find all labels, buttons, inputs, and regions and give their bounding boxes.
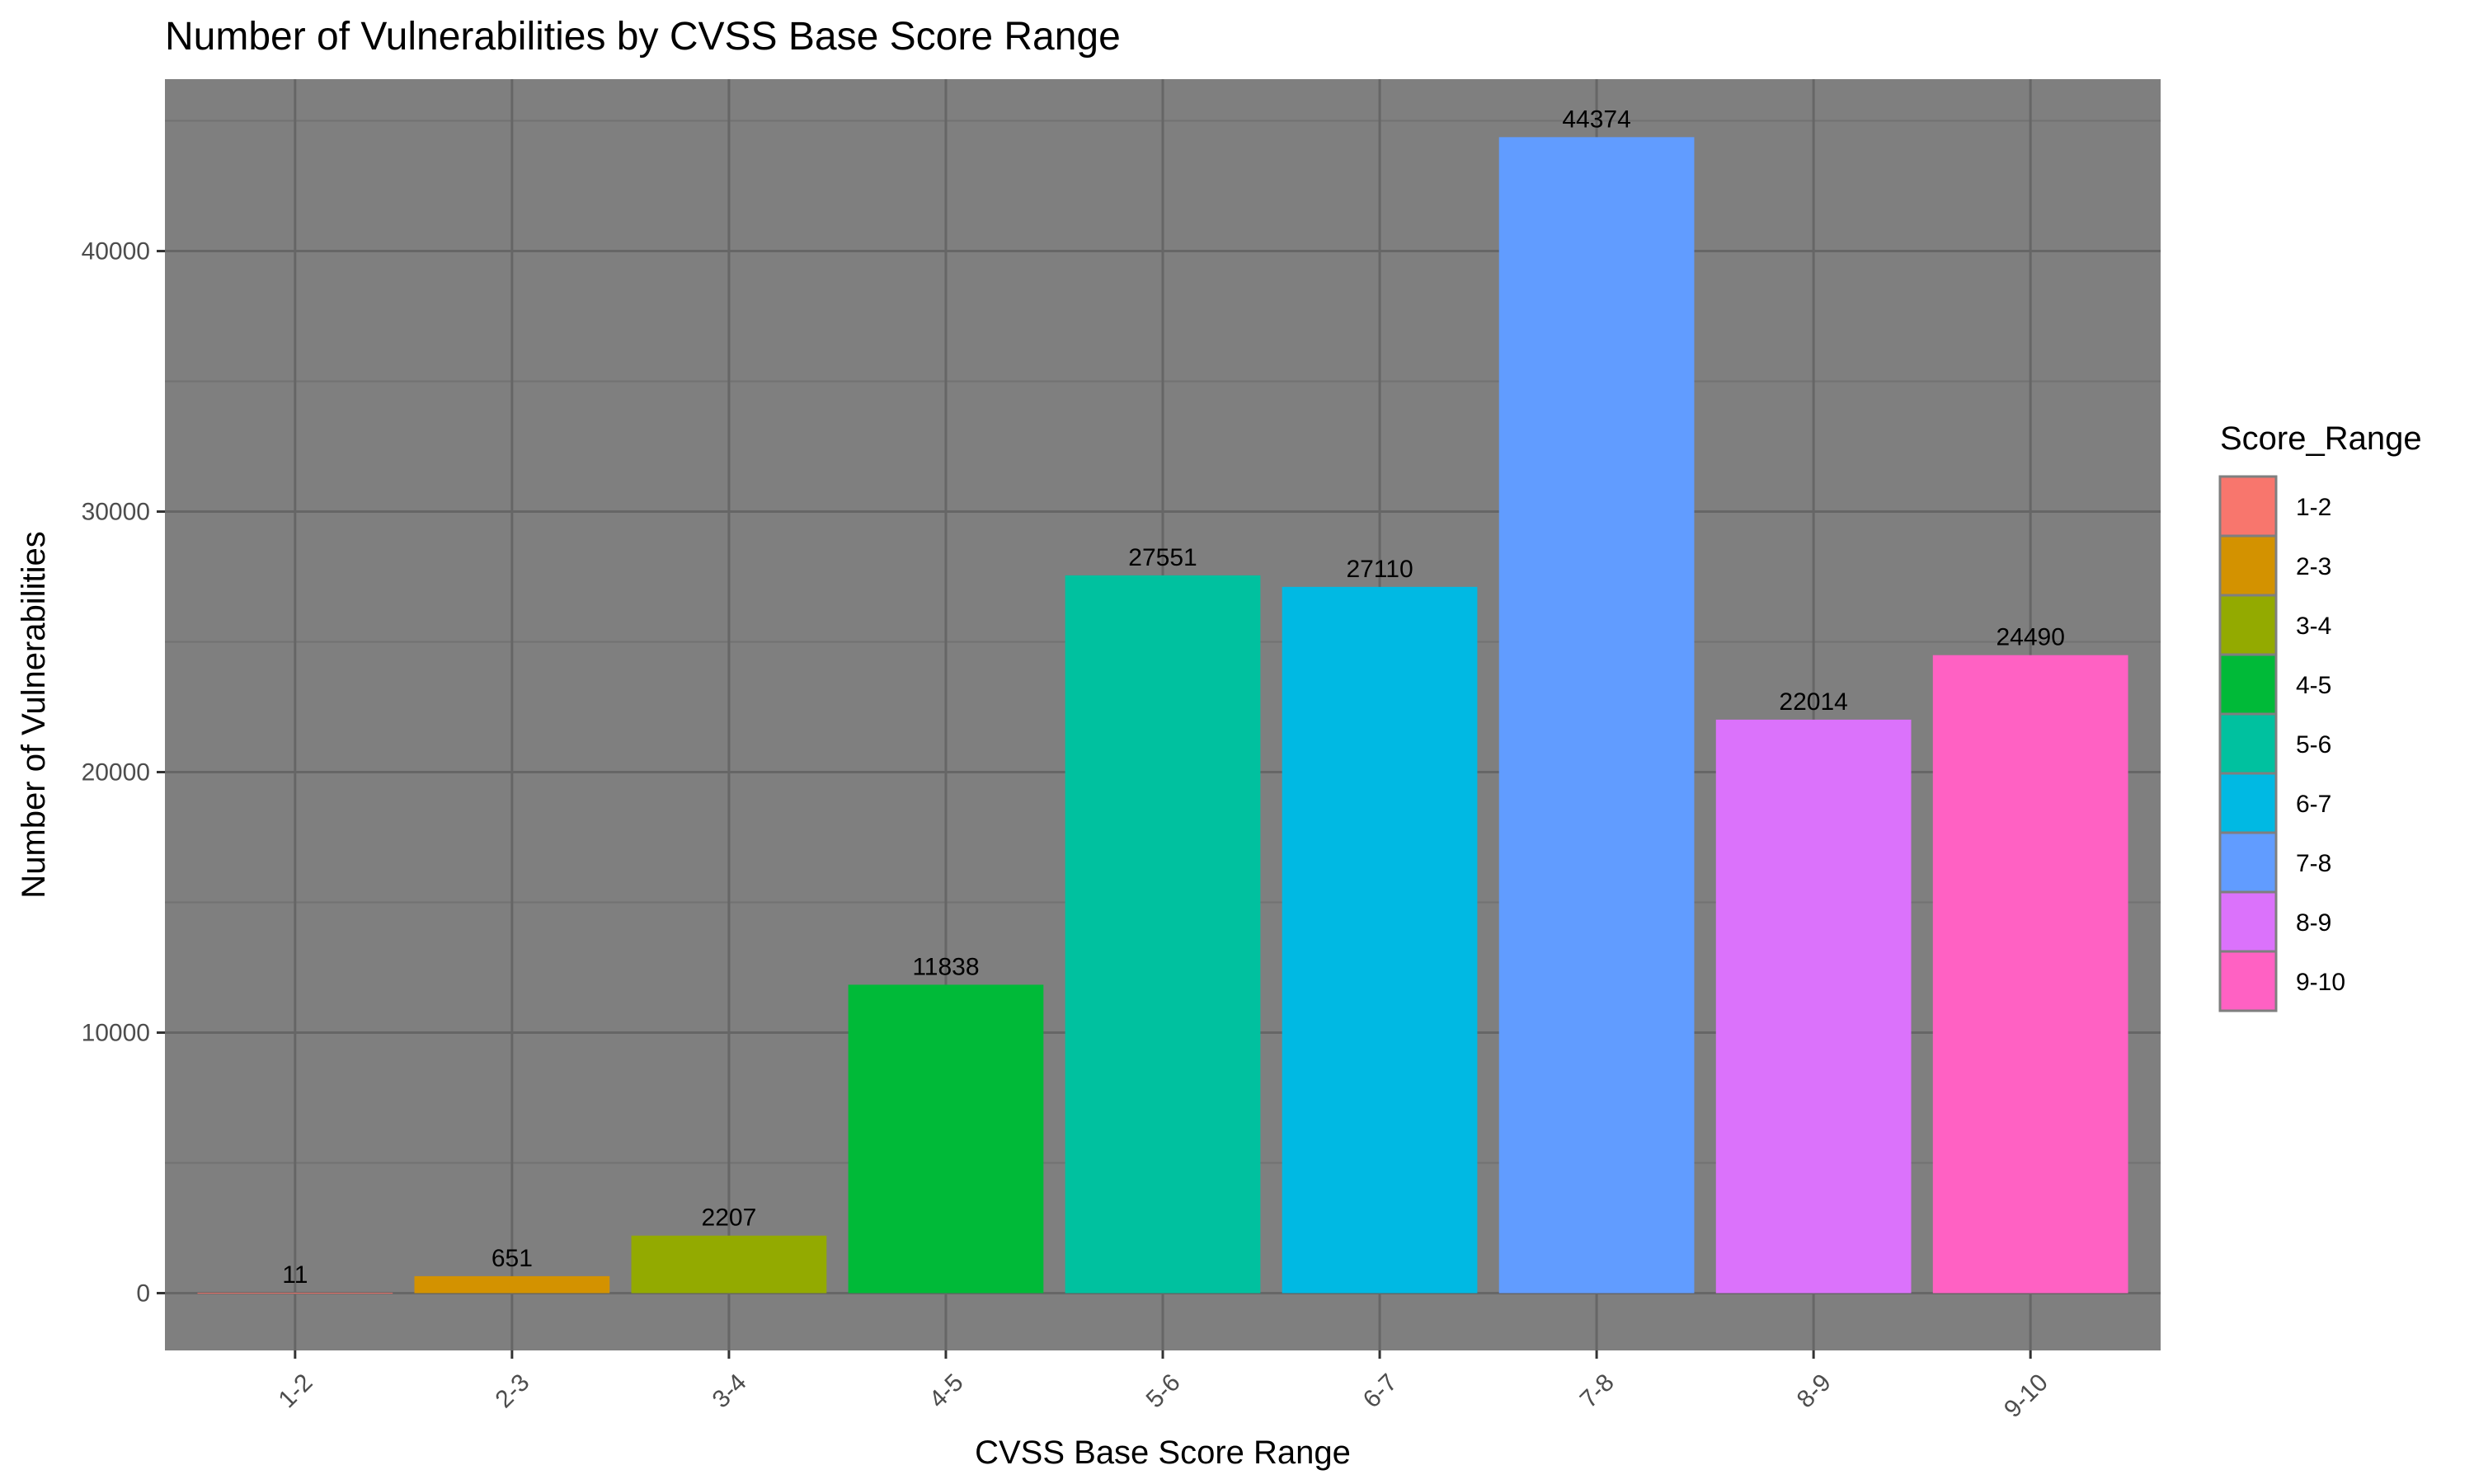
data-label-2-3: 651 [492, 1245, 533, 1272]
legend-key-9-10 [2218, 950, 2278, 1012]
bar-5-6 [1065, 575, 1261, 1294]
bar-7-8 [1498, 137, 1695, 1294]
legend-label-1-2: 1-2 [2296, 494, 2331, 521]
data-label-6-7: 27110 [1346, 556, 1413, 583]
data-label-5-6: 27551 [1128, 544, 1197, 571]
y-tick-label: 40000 [82, 238, 150, 265]
legend: Score_Range 1-2 2-3 3-4 4-5 5-6 6-7 7-8 8-9 9-10 [2218, 420, 2422, 1012]
bar-6-7 [1282, 586, 1478, 1294]
legend-label-9-10: 9-10 [2296, 969, 2345, 996]
x-tick-label: 2-3 [491, 1369, 535, 1413]
data-labels: 11 651 2207 11838 27551 27110 44374 22014 24490 [282, 106, 2065, 1289]
bar-3-4 [631, 1235, 827, 1294]
data-label-7-8: 44374 [1562, 106, 1630, 133]
bar-8-9 [1715, 719, 1912, 1294]
legend-label-7-8: 7-8 [2296, 850, 2331, 877]
data-label-9-10: 24490 [1996, 624, 2064, 651]
legend-key-8-9 [2218, 890, 2278, 953]
y-tick-label: 10000 [82, 1020, 150, 1047]
legend-key-3-4 [2218, 594, 2278, 656]
legend-key-2-3 [2218, 534, 2278, 597]
x-tick-label: 3-4 [708, 1369, 752, 1413]
bar-1-2 [197, 1293, 393, 1294]
x-tick-label: 5-6 [1141, 1369, 1186, 1413]
x-tick-label: 8-9 [1792, 1369, 1837, 1413]
legend-label-8-9: 8-9 [2296, 909, 2331, 937]
x-tick-label: 7-8 [1575, 1369, 1620, 1413]
bars [197, 137, 2128, 1294]
legend-label-2-3: 2-3 [2296, 553, 2331, 580]
x-tick-label: 4-5 [924, 1369, 969, 1413]
bar-2-3 [414, 1275, 610, 1294]
legend-key-6-7 [2218, 772, 2278, 834]
x-tick-label: 1-2 [273, 1369, 317, 1413]
y-tick-label: 0 [136, 1280, 150, 1307]
x-tick-label: 9-10 [1999, 1369, 2053, 1423]
legend-key-5-6 [2218, 712, 2278, 775]
legend-label-3-4: 3-4 [2296, 613, 2331, 640]
data-label-8-9: 22014 [1779, 688, 1847, 716]
y-axis: 0 10000 20000 30000 40000 [82, 238, 165, 1307]
legend-label-4-5: 4-5 [2296, 672, 2331, 699]
legend-key-7-8 [2218, 831, 2278, 894]
y-tick-label: 20000 [82, 759, 150, 787]
y-tick-label: 30000 [82, 499, 150, 526]
bar-4-5 [848, 984, 1044, 1294]
data-label-4-5: 11838 [912, 953, 979, 980]
x-axis: 1-2 2-3 3-4 4-5 5-6 6-7 7-8 8-9 9-10 [273, 1350, 2053, 1423]
legend-key-4-5 [2218, 653, 2278, 716]
x-axis-title: CVSS Base Score Range [975, 1435, 1351, 1471]
bar-9-10 [1932, 655, 2128, 1294]
legend-label-6-7: 6-7 [2296, 791, 2331, 818]
x-tick-label: 6-7 [1358, 1369, 1403, 1413]
data-label-1-2: 11 [282, 1261, 308, 1289]
legend-key-1-2 [2218, 475, 2278, 538]
legend-label-5-6: 5-6 [2296, 731, 2331, 758]
chart-title: Number of Vulnerabilities by CVSS Base S… [165, 15, 1121, 59]
y-axis-title: Number of Vulnerabilities [16, 531, 52, 898]
data-label-3-4: 2207 [702, 1205, 757, 1232]
legend-title: Score_Range [2220, 420, 2422, 457]
